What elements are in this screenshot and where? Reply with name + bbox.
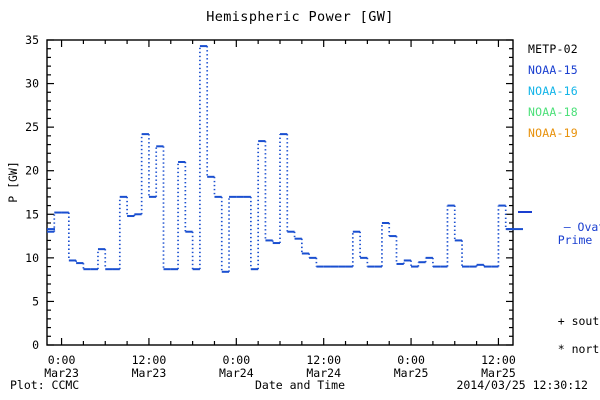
x-tick-time-label: 12:00: [306, 353, 341, 367]
y-tick-label: 30: [25, 77, 39, 91]
legend-item-metp-02: METP-02: [528, 42, 578, 56]
x-tick-time-label: 12:00: [481, 353, 516, 367]
data-series-ovation: [47, 45, 513, 273]
y-tick-label: 5: [32, 294, 39, 308]
x-tick-time-label: 0:00: [48, 353, 76, 367]
x-tick-time-label: 0:00: [222, 353, 250, 367]
legend-item-noaa-16: NOAA-16: [528, 84, 578, 98]
y-tick-label: 35: [25, 33, 39, 47]
plot-source-label: Plot: CCMC: [10, 378, 80, 392]
x-tick-date-label: Mar23: [44, 366, 79, 380]
ovation-legend-line2: Prime HPI: [557, 233, 600, 247]
x-tick-time-label: 12:00: [132, 353, 167, 367]
x-tick-date-label: Mar23: [132, 366, 167, 380]
plot-frame: [46, 39, 514, 346]
legend-item-noaa-15: NOAA-15: [528, 63, 578, 77]
timestamp-label: 2014/03/25 12:30:12: [456, 378, 588, 392]
legend-item-noaa-18: NOAA-18: [528, 105, 578, 119]
y-tick-label: 15: [25, 207, 39, 221]
y-tick-label: 20: [25, 164, 39, 178]
legend-item-noaa-19: NOAA-19: [528, 126, 578, 140]
x-tick-date-label: Mar24: [219, 366, 254, 380]
x-tick-date-label: Mar25: [394, 366, 429, 380]
x-tick-date-label: Mar24: [306, 366, 341, 380]
y-tick-label: 10: [25, 251, 39, 265]
y-tick-label: 0: [32, 338, 39, 352]
page-title: Hemispheric Power [GW]: [206, 9, 394, 25]
marker-key-south: + south: [557, 314, 600, 328]
ovation-legend-line1: — Ovation: [563, 220, 600, 234]
y-tick-label: 25: [25, 120, 39, 134]
marker-key-north: * north: [557, 342, 600, 356]
x-tick-date-label: Mar25: [481, 366, 516, 380]
x-axis-title: Date and Time: [254, 378, 345, 392]
x-tick-time-label: 0:00: [397, 353, 425, 367]
